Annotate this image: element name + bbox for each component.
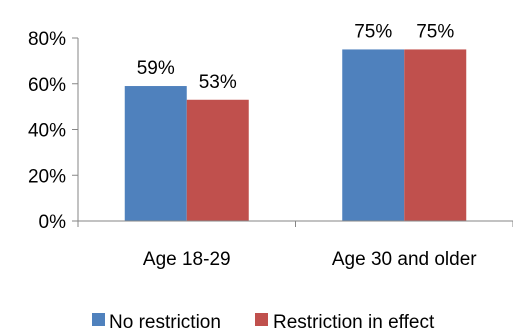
y-axis-ticks: 0% 20% 40% 60% 80% <box>28 29 79 233</box>
data-label: 53% <box>199 72 237 93</box>
data-label: 59% <box>137 58 175 79</box>
x-axis: Age 18-29 Age 30 and older <box>77 220 513 270</box>
bar <box>404 49 467 221</box>
data-labels: 59% 53% 75% 75% <box>137 21 455 92</box>
y-tick-label: 80% <box>28 29 66 50</box>
bars <box>124 49 467 221</box>
bar <box>124 86 187 221</box>
x-category-label: Age 18-29 <box>143 249 231 270</box>
y-tick-label: 0% <box>39 212 67 233</box>
x-category-label: Age 30 and older <box>332 249 477 270</box>
legend-label: Restriction in effect <box>273 312 435 333</box>
legend: No restriction Restriction in effect <box>92 312 435 333</box>
legend-swatch <box>92 313 105 326</box>
bar <box>342 49 405 221</box>
legend-label: No restriction <box>109 312 221 333</box>
data-label: 75% <box>354 21 392 42</box>
y-tick-label: 40% <box>28 121 66 142</box>
data-label: 75% <box>416 21 454 42</box>
bar <box>186 99 249 221</box>
legend-swatch <box>255 313 268 326</box>
y-tick-label: 60% <box>28 75 66 96</box>
y-tick-label: 20% <box>28 166 66 187</box>
